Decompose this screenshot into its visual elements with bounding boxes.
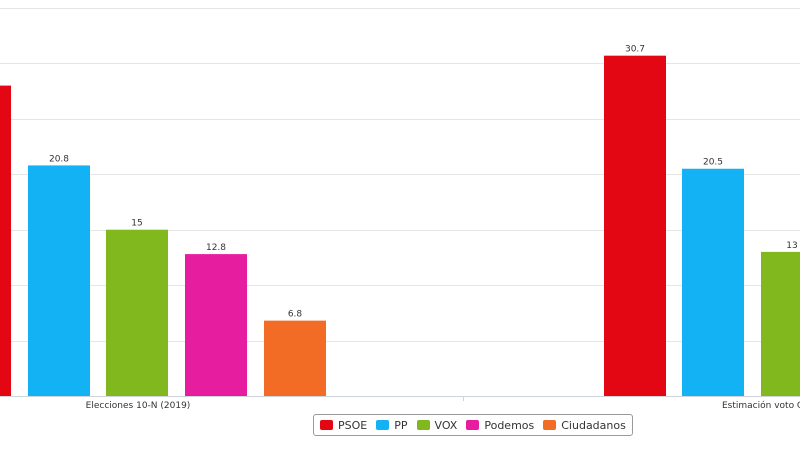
bar-pp[interactable] [682, 168, 744, 396]
legend-swatch [466, 420, 480, 430]
legend-item-psoe[interactable]: PSOE [320, 419, 367, 432]
data-label: 20.8 [49, 154, 69, 164]
bar-psoe[interactable] [604, 55, 666, 396]
x-tick-label: Elecciones 10-N (2019) [86, 401, 191, 411]
legend-swatch [416, 420, 430, 430]
legend-label: Podemos [484, 418, 535, 432]
legend-label: VOX [434, 418, 458, 432]
legend: PSOE PP VOX Podemos Ciudadanos [313, 414, 633, 436]
data-label: 15 [131, 219, 142, 229]
bar-vox[interactable] [106, 229, 168, 396]
data-label: 6.8 [288, 310, 303, 320]
legend-label: Ciudadanos [561, 418, 626, 432]
bar-vox[interactable] [761, 251, 800, 396]
legend-item-pp[interactable]: PP [376, 418, 408, 432]
data-label: 20.5 [703, 158, 723, 168]
legend-item-podemos[interactable]: Podemos [466, 419, 534, 432]
data-labels: 30.7 20.8 20.5 15 13 12.8 6.8 [49, 45, 798, 320]
data-label: 30.7 [625, 45, 645, 55]
legend-swatch [376, 420, 390, 430]
legend-swatch [543, 420, 557, 430]
legend-item-ciudadanos[interactable]: Ciudadanos [543, 419, 626, 432]
legend-item-vox[interactable]: VOX [416, 418, 458, 432]
data-label: 13 [786, 241, 797, 251]
legend-swatch [320, 420, 333, 430]
x-tick-label: Estimación voto C [722, 400, 800, 411]
legend-label: PP [394, 418, 408, 432]
bar-podemos[interactable] [185, 254, 247, 396]
x-axis: Elecciones 10-N (2019) Estimación voto C [0, 396, 800, 411]
data-label: 12.8 [206, 243, 226, 253]
bars [0, 55, 800, 396]
bar-pp[interactable] [28, 165, 90, 396]
legend-label: PSOE [338, 418, 368, 432]
bar-psoe[interactable] [0, 85, 11, 396]
bar-ciudadanos[interactable] [264, 320, 326, 396]
